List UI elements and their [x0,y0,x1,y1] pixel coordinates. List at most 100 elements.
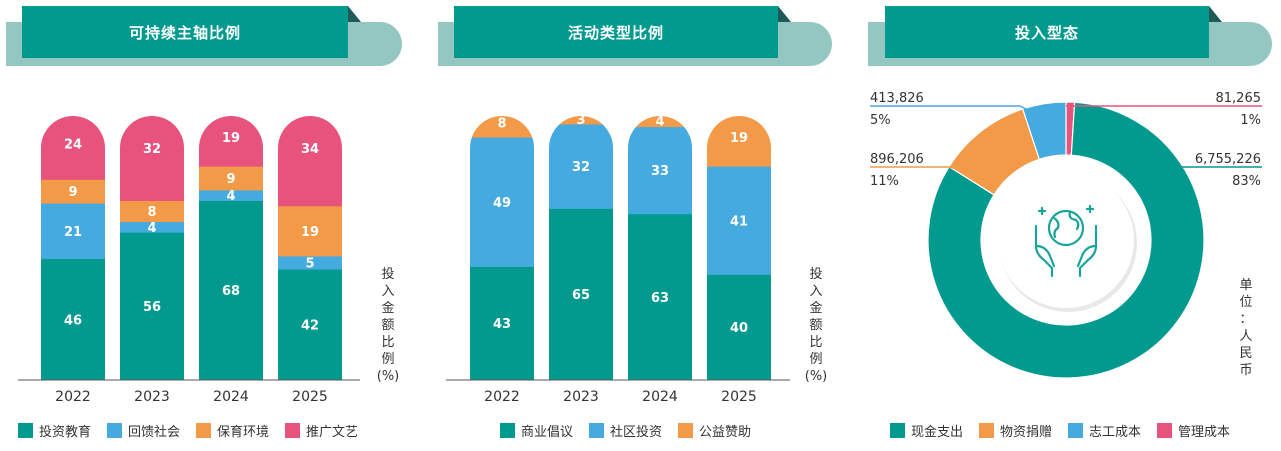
bar-segment [707,274,771,380]
data-label: 9 [226,172,235,187]
x-tick-label: 2025 [721,389,757,405]
legend-label: 保育环境 [217,425,270,440]
bar-segment [278,255,342,270]
bar-segment [470,266,534,380]
bar-stack [549,116,613,380]
data-label: 8 [497,117,506,132]
leader-line [870,166,961,171]
slice-label-material: 896,206 11% [870,152,924,189]
bar-segment [549,123,613,209]
bar-stack [120,116,184,380]
data-label: 41 [730,214,748,229]
legend-item-conserve-environment: 保育环境 [196,421,269,440]
bar-segment [549,208,613,380]
data-label: 46 [64,313,82,328]
slice-value-label: 896,206 [870,152,924,167]
leader-line [870,105,1033,113]
label-char: 比 [809,335,823,350]
slice-percent-label: 83% [1232,174,1261,189]
bar-segment [41,203,105,260]
label-char: 民 [1239,346,1253,361]
label-char: 例 [381,352,395,367]
bar-stack [199,116,263,380]
legend-label: 社区投资 [610,425,663,440]
legend-label: 投资教育 [39,425,92,440]
bar-stack [278,116,342,380]
data-label: 9 [68,185,77,200]
panel-activity-type: 活动类型比例 43 49 8 2022 65 32 3 2023 63 33 4 2024 40 41 19… [430,0,850,451]
data-label: 4 [226,189,235,204]
data-label: 43 [493,317,511,332]
panel2-title: 活动类型比例 [454,6,778,58]
bar-segment [628,213,692,380]
bar-segment [549,116,613,125]
data-label: 21 [64,225,82,240]
legend-swatch [196,423,212,438]
bar-stack [707,116,771,380]
legend-item-business-initiative: 商业倡议 [500,421,573,440]
legend-item-community-investment: 社区投资 [589,421,662,440]
label-char: (%) [804,369,828,384]
legend-label: 商业倡议 [521,425,574,440]
y-axis-label: 投入金额比例 (%) [376,266,400,385]
label-char: ： [1239,312,1253,327]
label-char: 投 [809,267,823,282]
slice-label-cash: 6,755,226 83% [1195,152,1261,189]
legend-swatch [1157,423,1173,438]
data-label: 4 [655,114,664,129]
panel1-header: 可持续主轴比例 [6,0,402,70]
legend-swatch [500,423,515,438]
legend-swatch [285,423,301,438]
legend-label: 管理成本 [1178,425,1231,440]
label-char: 单 [1239,278,1253,293]
data-label: 63 [651,291,669,306]
header-fold [348,6,361,22]
legend-swatch [1068,423,1084,438]
bar-segment [120,221,184,233]
bar-stack [470,116,534,380]
slice-value-label: 413,826 [870,91,924,106]
data-label: 49 [493,196,511,211]
slice-percent-label: 1% [1240,113,1261,128]
bar-segment [470,116,534,138]
panel3-header: 投入型态 [868,0,1272,70]
legend-swatch [107,423,123,438]
legend-item-give-back-society: 回馈社会 [107,421,180,440]
data-label: 4 [147,221,156,236]
legend-label: 公益赞助 [699,425,752,440]
slice-label-volunteer: 413,826 5% [870,91,924,128]
unit-label: 单位 ： 人民币 [1234,277,1258,379]
data-label: 56 [143,300,161,315]
legend-item-charity-sponsorship: 公益赞助 [678,421,751,440]
label-char: (%) [376,369,400,384]
x-tick-label: 2022 [484,389,520,405]
x-tick-label: 2024 [642,389,678,405]
bar-segment [199,200,263,380]
label-char: 金 [381,301,395,316]
bar-segment [120,200,184,223]
legend-label: 推广文艺 [306,425,359,440]
bar-segment [120,116,184,201]
data-label: 5 [305,257,314,272]
legend: 商业倡议 社区投资 公益赞助 [500,421,767,440]
header-fold [778,6,791,22]
legend-label: 现金支出 [911,425,964,440]
label-char: 金 [809,301,823,316]
legend-item-volunteer-cost: 志工成本 [1068,421,1141,440]
data-label: 33 [651,164,669,179]
label-char: 额 [809,318,823,333]
legend-label: 回馈社会 [128,425,181,440]
bar-stack [41,116,105,380]
slice-label-management: 81,265 1% [1216,91,1262,128]
panel1-title: 可持续主轴比例 [22,6,348,58]
data-label: 34 [301,142,319,157]
data-label: 19 [301,225,319,240]
bar-segment [628,116,692,128]
bar-segment [278,269,342,380]
data-label: 65 [572,288,590,303]
legend: 投资教育 回馈社会 保育环境 推广文艺 [18,421,374,440]
bar-segment [41,179,105,204]
data-label: 3 [576,113,585,128]
legend-item-material-donation: 物资捐赠 [979,421,1052,440]
bar-segment [470,137,534,267]
